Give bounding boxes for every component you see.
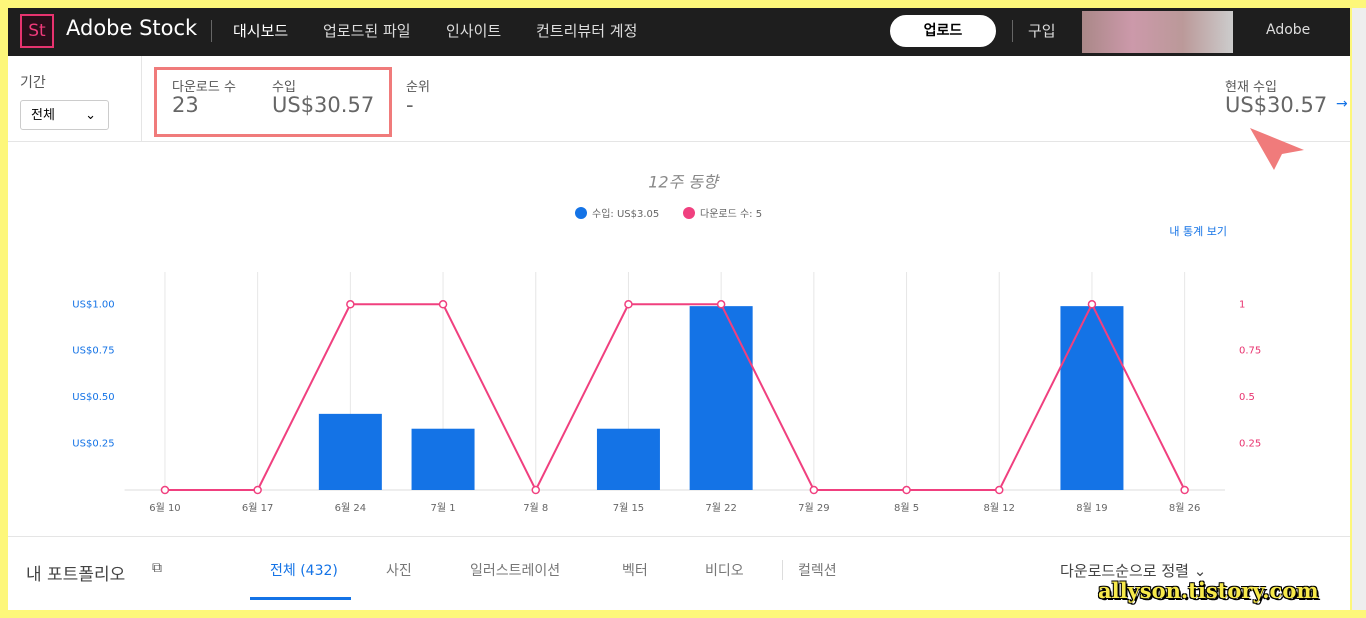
tab[interactable]: 컬렉션 [798, 563, 837, 579]
bar [411, 428, 475, 490]
line-point [624, 300, 633, 309]
y-tick-label: US$0.75 [72, 346, 114, 357]
line-point [160, 485, 170, 495]
x-tick-label: 8월 26 [1169, 502, 1200, 514]
legend-swatch [683, 207, 695, 219]
x-tick-label: 7월 1 [430, 502, 455, 514]
downloads-value: 23 [172, 93, 199, 117]
divider [8, 536, 1350, 537]
x-tick-label: 7월 22 [705, 502, 736, 514]
tab-underline [250, 597, 351, 600]
x-tick-label: 6월 10 [149, 502, 180, 514]
cursor-annotation [1250, 128, 1304, 170]
line-point [346, 300, 355, 309]
highlight-box [154, 67, 392, 137]
line-point [716, 300, 726, 309]
external-icon[interactable]: ⧉ [152, 560, 162, 576]
legend-label: 수입: US$3.05 [592, 207, 659, 220]
bar [596, 428, 660, 490]
brand: Adobe Stock [66, 16, 198, 40]
divider [782, 560, 783, 580]
chart-title: 12주 동향 [648, 173, 720, 192]
line-point [809, 485, 819, 495]
x-tick-label: 6월 17 [242, 502, 273, 514]
y-tick-label: US$0.50 [72, 392, 114, 403]
current-label: 현재 수입 [1225, 80, 1277, 95]
cursor-arrow [1250, 128, 1304, 170]
scrollbar[interactable] [1352, 8, 1366, 610]
portfolio-title: 내 포트폴리오 [26, 565, 126, 585]
bar [1060, 306, 1124, 490]
y-tick-label: US$0.25 [72, 439, 114, 450]
x-tick-label: 8월 5 [894, 502, 919, 514]
tab[interactable]: 전체 (432) [270, 563, 338, 579]
bar [318, 413, 382, 490]
x-tick-label: 8월 19 [1076, 502, 1107, 514]
line-point [902, 485, 911, 495]
income-label: 수입 [272, 80, 296, 95]
buy[interactable]: 구입 [1028, 22, 1056, 40]
line-point [438, 300, 448, 309]
upload-button[interactable]: 업로드 [890, 15, 996, 47]
line [164, 302, 1186, 493]
x-tick-label: 8월 12 [984, 502, 1015, 514]
y2-tick-label: 0.75 [1239, 346, 1261, 357]
period-value: 전체 [31, 108, 55, 123]
nav-item[interactable]: 컨트리뷰터 계정 [536, 22, 638, 40]
chart: 12주 동향 내 통계 보기 수입: US$3.05 다운로드 수: 5 US$0.… [72, 173, 1261, 515]
line-point [995, 485, 1004, 495]
app: St Adobe Stock 대시보드 업로드된 파일 인사이트 컨트리뷰터 계… [8, 8, 1350, 610]
arrow-link[interactable]: → [1336, 96, 1348, 112]
y2-tick-label: 0.5 [1239, 392, 1255, 403]
nav-item[interactable]: 대시보드 [233, 22, 289, 40]
income-value: US$30.57 [272, 93, 375, 117]
tab[interactable]: 사진 [386, 563, 412, 579]
divider [211, 20, 212, 42]
logo[interactable]: St [20, 14, 54, 48]
y-tick-label: US$1.00 [72, 299, 114, 310]
x-tick-label: 6월 24 [335, 502, 366, 514]
legend-label: 다운로드 수: 5 [700, 208, 762, 220]
divider [141, 56, 142, 141]
rank-label: 순위 [406, 80, 430, 95]
downloads-label: 다운로드 수 [172, 80, 236, 95]
header: St Adobe Stock 대시보드 업로드된 파일 인사이트 컨트리뷰터 계… [8, 8, 1350, 56]
blurred-account[interactable] [1082, 11, 1233, 53]
tab[interactable]: 일러스트레이션 [470, 563, 561, 579]
y2-tick-label: 1 [1239, 299, 1245, 310]
period-dropdown[interactable]: 전체 ⌄ [20, 100, 109, 130]
watermark: allyson.tistory.com [1098, 578, 1319, 603]
legend-swatch [575, 207, 587, 219]
line-point [1087, 300, 1097, 309]
x-tick-label: 7월 29 [798, 502, 829, 514]
stats-link[interactable]: 내 통계 보기 [1169, 225, 1227, 238]
x-tick-label: 7월 15 [613, 502, 644, 514]
line-point [531, 485, 540, 495]
divider [1012, 20, 1013, 42]
upload-label: 업로드 [923, 23, 963, 39]
line-point [1180, 485, 1189, 495]
tab[interactable]: 벡터 [622, 563, 648, 579]
tab[interactable]: 비디오 [705, 563, 744, 579]
y2-tick-label: 0.25 [1239, 439, 1261, 450]
sort-dropdown[interactable]: 다운로드순으로 정렬 ⌄ [1060, 562, 1207, 580]
x-tick-label: 7월 8 [523, 502, 548, 514]
sort-label: 다운로드순으로 정렬 [1060, 562, 1189, 580]
rank-value: - [406, 93, 414, 117]
line-point [253, 485, 262, 495]
period-label: 기간 [20, 75, 46, 91]
current-value: US$30.57 [1225, 93, 1328, 117]
stats-bar [8, 56, 1350, 142]
bar [689, 306, 753, 490]
adobe[interactable]: Adobe [1266, 22, 1311, 38]
nav-item[interactable]: 업로드된 파일 [323, 22, 411, 40]
nav-item[interactable]: 인사이트 [446, 22, 502, 40]
